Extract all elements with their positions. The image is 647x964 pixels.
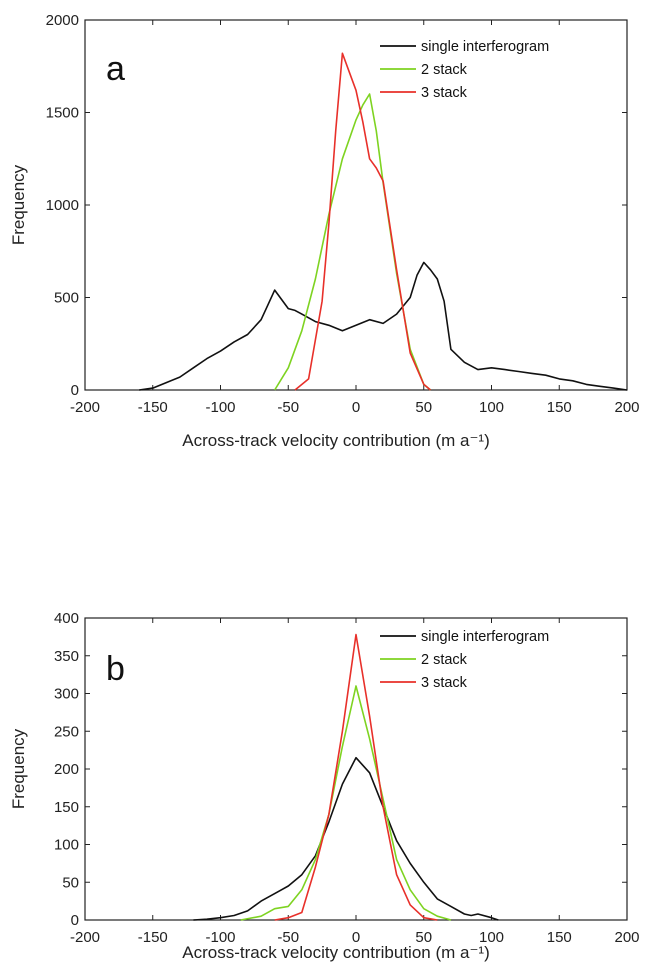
x-tick-label: 100 (479, 929, 504, 946)
y-tick-label: 0 (71, 382, 79, 399)
x-tick-label: -100 (205, 929, 235, 946)
y-tick-label: 2000 (46, 12, 79, 29)
legend-label: 3 stack (421, 675, 468, 691)
x-tick-label: 50 (415, 929, 432, 946)
y-tick-label: 150 (54, 799, 79, 816)
x-tick-label: -100 (205, 399, 235, 416)
x-tick-label: 200 (614, 399, 639, 416)
x-tick-label: -200 (70, 399, 100, 416)
2-stack-line (240, 685, 452, 921)
panel-a: -200 -150 -100 -50 0 50 100 150 2000500100015002… (9, 12, 640, 450)
y-tick-label: 1000 (46, 197, 79, 214)
y-tick-label: 0 (71, 912, 79, 929)
x-tick-label: 50 (415, 399, 432, 416)
y-tick-label: 1500 (46, 105, 79, 122)
y-tick-label: 350 (54, 648, 79, 665)
panel-label: b (106, 650, 125, 688)
x-tick-label: 0 (352, 399, 360, 416)
3-stack-line (294, 52, 432, 391)
panel-label: a (106, 50, 125, 88)
y-tick-label: 300 (54, 686, 79, 703)
2-stack-line (274, 93, 432, 391)
single-interferogram-line (139, 261, 628, 391)
y-tick-label: 200 (54, 761, 79, 778)
legend-label: 2 stack (421, 652, 468, 668)
x-tick-label: 100 (479, 399, 504, 416)
3-stack-line (274, 633, 438, 921)
legend-label: single interferogram (421, 39, 549, 55)
y-axis-title: Frequency (9, 728, 28, 809)
x-tick-label: 200 (614, 929, 639, 946)
legend-label: 2 stack (421, 62, 468, 78)
x-tick-label: 150 (547, 399, 572, 416)
y-tick-label: 250 (54, 723, 79, 740)
legend-label: 3 stack (421, 85, 468, 101)
y-tick-label: 50 (62, 874, 79, 891)
x-axis-title: Across-track velocity contribution (m a⁻… (182, 943, 490, 962)
y-axis-title: Frequency (9, 164, 28, 245)
legend-label: single interferogram (421, 629, 549, 645)
x-tick-label: -150 (138, 399, 168, 416)
x-tick-label: -200 (70, 929, 100, 946)
x-axis-title: Across-track velocity contribution (m a⁻… (182, 431, 490, 450)
y-tick-label: 500 (54, 290, 79, 307)
x-tick-label: 150 (547, 929, 572, 946)
plot-frame (84, 19, 628, 391)
x-tick-label: -50 (277, 399, 299, 416)
x-tick-label: -50 (277, 929, 299, 946)
x-tick-label: -150 (138, 929, 168, 946)
single-interferogram-line (193, 756, 499, 921)
x-tick-label: 0 (352, 929, 360, 946)
y-tick-label: 400 (54, 610, 79, 627)
y-tick-label: 100 (54, 837, 79, 854)
panel-b: -200 -150 -100 -50 0 50 100 150 200 0 50 100 150 200 2… (9, 610, 640, 962)
plot-frame (84, 617, 628, 921)
